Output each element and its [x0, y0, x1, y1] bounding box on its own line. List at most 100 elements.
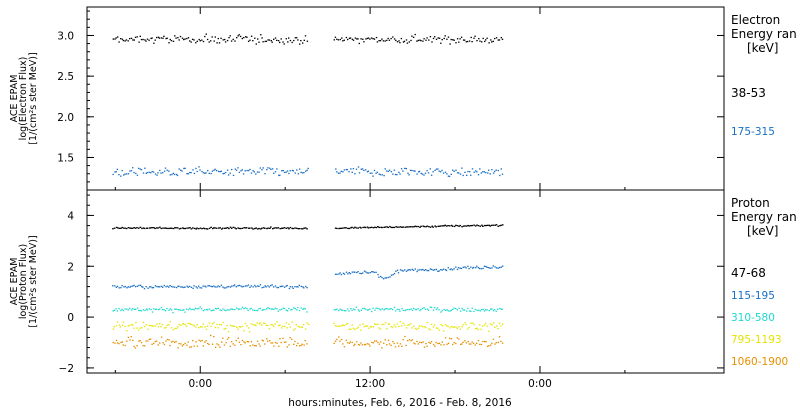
- data-point: [252, 309, 254, 311]
- data-point: [301, 172, 304, 174]
- data-point: [204, 35, 206, 38]
- data-point: [268, 39, 271, 41]
- data-point: [256, 322, 258, 324]
- data-point: [226, 325, 228, 327]
- data-point: [156, 286, 158, 288]
- data-point: [253, 309, 256, 312]
- data-point: [336, 338, 338, 341]
- data-point: [208, 285, 210, 287]
- data-point: [371, 310, 373, 313]
- data-point: [277, 310, 279, 312]
- data-point: [465, 267, 467, 269]
- data-point: [198, 166, 200, 168]
- data-point: [377, 226, 379, 228]
- data-point: [466, 40, 469, 43]
- data-point: [241, 306, 244, 308]
- data-point: [304, 308, 307, 310]
- data-point: [273, 325, 275, 328]
- data-point: [211, 170, 214, 172]
- data-point: [222, 321, 224, 324]
- data-point: [500, 224, 502, 226]
- data-point: [247, 327, 250, 329]
- data-point: [166, 338, 169, 341]
- data-point: [171, 173, 173, 176]
- data-point: [339, 325, 341, 327]
- data-point: [501, 342, 504, 344]
- legend-entry: 47-68: [731, 266, 766, 280]
- data-point: [447, 342, 450, 344]
- data-point: [482, 37, 484, 40]
- data-point: [445, 225, 448, 227]
- data-point: [336, 38, 338, 40]
- data-point: [347, 38, 349, 41]
- data-point: [347, 273, 349, 275]
- data-point: [479, 343, 481, 345]
- data-point: [405, 226, 408, 228]
- data-point: [378, 40, 380, 42]
- data-point: [428, 328, 430, 330]
- data-point: [214, 227, 216, 229]
- data-point: [442, 330, 445, 332]
- data-point: [230, 40, 233, 42]
- data-point: [438, 309, 440, 311]
- data-point: [460, 343, 462, 345]
- data-point: [240, 344, 242, 346]
- data-point: [184, 323, 186, 326]
- data-point: [195, 167, 197, 170]
- data-point: [438, 342, 441, 344]
- data-point: [384, 322, 387, 324]
- data-point: [241, 37, 243, 40]
- data-point: [279, 309, 281, 311]
- data-point: [146, 227, 149, 229]
- data-point: [488, 345, 490, 347]
- data-point: [217, 37, 219, 40]
- data-point: [370, 226, 373, 228]
- data-point: [184, 167, 186, 169]
- data-point: [392, 341, 394, 343]
- data-point: [247, 169, 250, 172]
- data-point: [378, 173, 380, 175]
- data-point: [214, 346, 217, 348]
- data-point: [222, 39, 224, 41]
- data-point: [204, 172, 206, 174]
- data-point: [255, 345, 257, 347]
- data-point: [467, 170, 469, 173]
- data-point: [423, 346, 426, 348]
- data-point: [384, 226, 387, 228]
- data-point: [467, 341, 469, 343]
- data-point: [381, 226, 383, 229]
- data-point: [285, 38, 287, 40]
- data-point: [306, 287, 308, 289]
- data-point: [414, 343, 416, 345]
- data-point: [429, 268, 431, 270]
- data-point: [170, 309, 173, 311]
- data-point: [174, 308, 176, 310]
- data-point: [237, 167, 239, 169]
- data-point: [269, 227, 271, 229]
- data-point: [245, 227, 247, 229]
- data-point: [432, 171, 434, 173]
- data-point: [380, 341, 382, 343]
- data-point: [253, 171, 255, 173]
- data-point: [175, 227, 177, 229]
- data-point: [155, 308, 158, 310]
- data-point: [456, 327, 458, 329]
- data-point: [480, 343, 483, 346]
- data-point: [239, 35, 242, 38]
- data-point: [192, 227, 194, 229]
- data-point: [136, 285, 139, 287]
- data-point: [333, 39, 335, 41]
- data-point: [303, 324, 305, 326]
- data-point: [359, 324, 361, 326]
- data-point: [357, 227, 359, 229]
- data-point: [232, 325, 234, 327]
- data-point: [333, 309, 336, 311]
- data-point: [462, 39, 465, 41]
- data-point: [411, 268, 413, 271]
- data-point: [351, 341, 353, 344]
- data-point: [297, 307, 299, 309]
- data-point: [141, 227, 143, 230]
- data-point: [445, 309, 447, 312]
- data-point: [169, 174, 171, 176]
- data-point: [267, 307, 269, 309]
